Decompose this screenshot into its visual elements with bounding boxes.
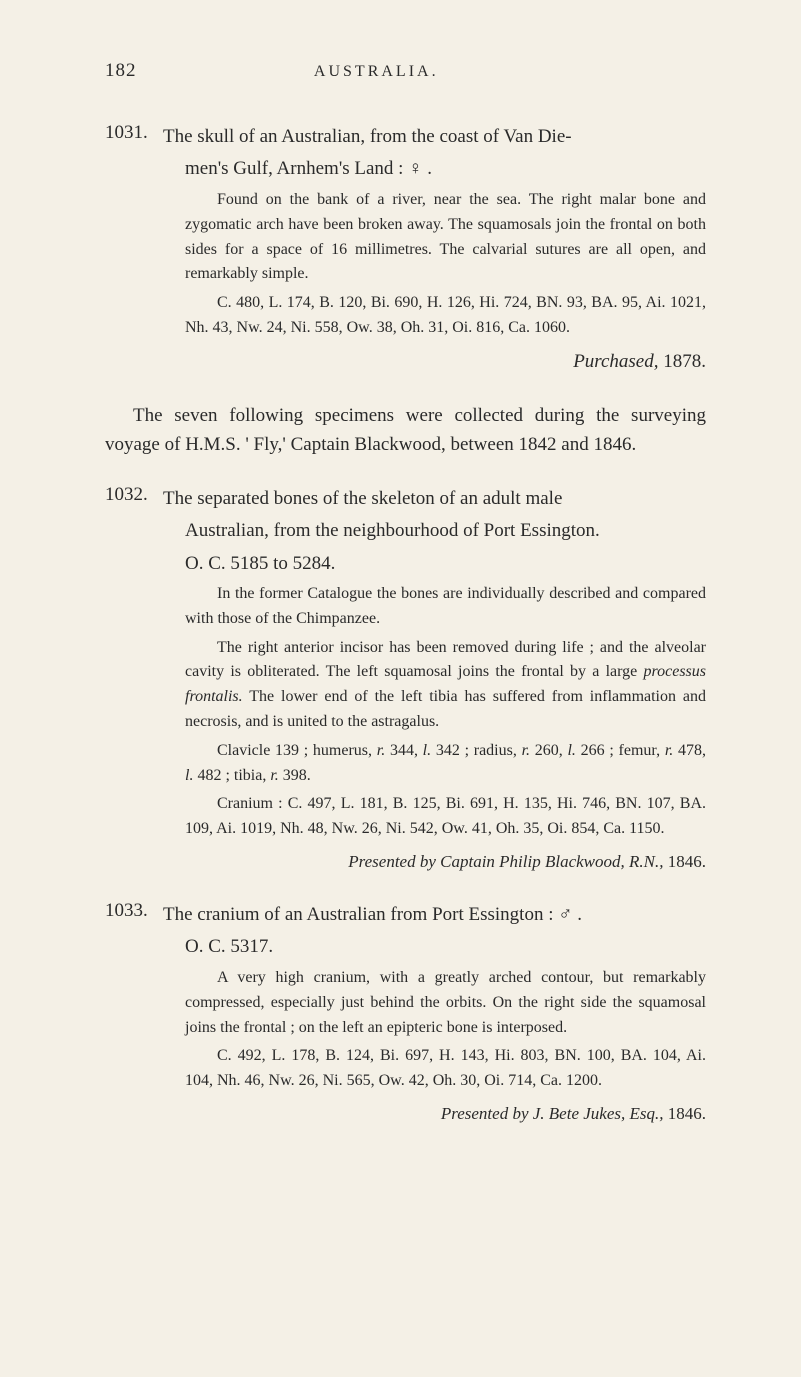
entry-note: In the former Catalogue the bones are in… bbox=[185, 582, 706, 632]
entry-head: 1031. The skull of an Australian, from t… bbox=[105, 122, 706, 151]
text-run: 266 ; femur, bbox=[576, 742, 665, 759]
text-run: 398. bbox=[279, 767, 311, 784]
text-run: 344, bbox=[385, 742, 422, 759]
provenance-text: Presented by J. Bete Jukes, Esq., bbox=[441, 1104, 664, 1123]
entry-body: men's Gulf, Arnhem's Land : ♀ . Found on… bbox=[185, 155, 706, 372]
entry-title-line2: Australian, from the neighbourhood of Po… bbox=[185, 517, 706, 546]
abbrev: r. bbox=[270, 767, 278, 784]
abbrev: r. bbox=[377, 742, 385, 759]
provenance-year: 1846. bbox=[664, 1104, 707, 1123]
text-run: 260, bbox=[530, 742, 567, 759]
provenance-text: Presented by Captain Philip Blackwood, R… bbox=[348, 852, 663, 871]
entry-1033: 1033. The cranium of an Australian from … bbox=[105, 900, 706, 1124]
text-run: Clavicle 139 ; humerus, bbox=[217, 742, 377, 759]
text-run: 482 ; tibia, bbox=[193, 767, 270, 784]
page-header: 182 AUSTRALIA. bbox=[105, 60, 706, 82]
abbrev: l. bbox=[567, 742, 575, 759]
provenance-text: Purchased, bbox=[573, 351, 658, 372]
provenance-line: Purchased, 1878. bbox=[185, 351, 706, 373]
provenance-year: 1846. bbox=[664, 852, 707, 871]
section-title: AUSTRALIA. bbox=[87, 63, 667, 81]
entry-1031: 1031. The skull of an Australian, from t… bbox=[105, 122, 706, 373]
intermediate-paragraph: The seven following specimens were colle… bbox=[105, 401, 706, 460]
text-run: The right anterior incisor has been remo… bbox=[185, 639, 706, 681]
entry-bone-list: Clavicle 139 ; humerus, r. 344, l. 342 ;… bbox=[185, 739, 706, 789]
entry-note: A very high cranium, with a greatly arch… bbox=[185, 966, 706, 1040]
entry-note: The right anterior incisor has been remo… bbox=[185, 636, 706, 735]
provenance-year: 1878. bbox=[659, 351, 707, 372]
entry-head: 1033. The cranium of an Australian from … bbox=[105, 900, 706, 929]
entry-title-line2: men's Gulf, Arnhem's Land : ♀ . bbox=[185, 155, 706, 184]
entry-1032: 1032. The separated bones of the skeleto… bbox=[105, 484, 706, 872]
entry-title-line: The separated bones of the skeleton of a… bbox=[163, 484, 562, 513]
abbrev: r. bbox=[522, 742, 530, 759]
entry-measurements: Cranium : C. 497, L. 181, B. 125, Bi. 69… bbox=[185, 792, 706, 842]
entry-body: O. C. 5317. A very high cranium, with a … bbox=[185, 933, 706, 1123]
entry-title-line3: O. C. 5185 to 5284. bbox=[185, 550, 706, 579]
entry-body: Australian, from the neighbourhood of Po… bbox=[185, 517, 706, 872]
text-run: The lower end of the left tibia has suff… bbox=[185, 688, 706, 730]
entry-head: 1032. The separated bones of the skeleto… bbox=[105, 484, 706, 513]
text-run: 342 ; radius, bbox=[431, 742, 521, 759]
entry-number: 1032. bbox=[105, 484, 163, 513]
text-run: 478, bbox=[673, 742, 706, 759]
entry-measurements: C. 492, L. 178, B. 124, Bi. 697, H. 143,… bbox=[185, 1044, 706, 1094]
entry-number: 1031. bbox=[105, 122, 163, 151]
abbrev: l. bbox=[423, 742, 431, 759]
entry-title-line2: O. C. 5317. bbox=[185, 933, 706, 962]
provenance-line: Presented by J. Bete Jukes, Esq., 1846. bbox=[185, 1104, 706, 1124]
entry-note: Found on the bank of a river, near the s… bbox=[185, 188, 706, 287]
entry-measurements: C. 480, L. 174, B. 120, Bi. 690, H. 126,… bbox=[185, 291, 706, 341]
entry-number: 1033. bbox=[105, 900, 163, 929]
entry-title-line: The skull of an Australian, from the coa… bbox=[163, 122, 572, 151]
provenance-line: Presented by Captain Philip Blackwood, R… bbox=[185, 852, 706, 872]
entry-title-line: The cranium of an Australian from Port E… bbox=[163, 900, 582, 929]
